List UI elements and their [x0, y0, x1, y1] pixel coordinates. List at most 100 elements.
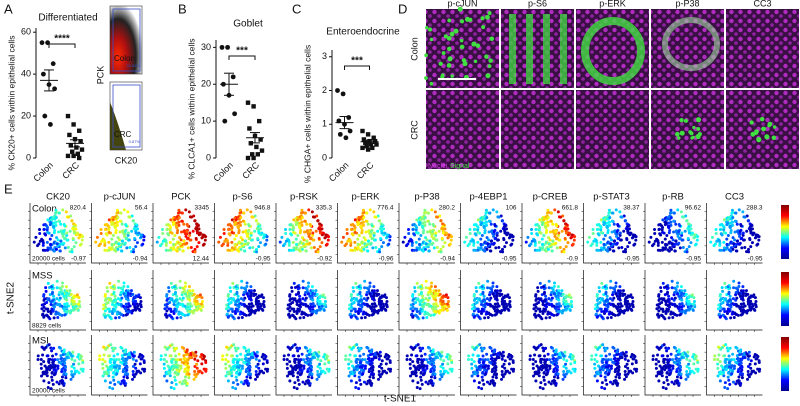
tsne-cell: [673, 291, 677, 295]
tsne-cell: [594, 312, 598, 316]
tsne-cell: [249, 310, 253, 314]
tsne-cell: [259, 304, 263, 308]
tsne-cell: [727, 287, 731, 291]
tsne-cell: [71, 302, 75, 306]
tsne-cell: [557, 291, 561, 295]
tsne-cell: [39, 358, 43, 362]
tsne-cell: [52, 368, 56, 372]
tsne-cell: [159, 357, 163, 361]
tsne-cell: [547, 297, 551, 301]
tsne-cell: [741, 210, 745, 214]
tsne-cell: [725, 237, 729, 241]
tsne-header: PCK: [171, 192, 191, 203]
tsne-cell: [98, 354, 102, 358]
tsne-cell: [538, 230, 542, 234]
stain-signal: [683, 118, 688, 123]
tsne-cell: [474, 286, 478, 290]
stain-signal: [424, 76, 428, 80]
tsne-cell: [47, 343, 51, 347]
tsne-cell: [226, 227, 230, 231]
tsne-cell: [425, 316, 429, 320]
tsne-cell: [193, 250, 197, 254]
tsne-cell: [435, 215, 439, 219]
tsne-cell: [72, 227, 76, 231]
tsne-cell: [73, 359, 77, 363]
tsne-cell: [186, 224, 190, 228]
tsne-cell: [720, 223, 724, 227]
tsne-cell: [53, 364, 57, 368]
tsne-cell: [44, 286, 48, 290]
tsne-cell: [110, 237, 114, 241]
tsne-cell: [42, 347, 46, 351]
stain-signal: [756, 137, 762, 143]
tsne-cell: [236, 224, 240, 228]
tsne-cell: [544, 294, 548, 298]
tsne-cell: [239, 380, 243, 384]
tsne-cell: [377, 292, 381, 296]
stain-signal: [449, 31, 455, 37]
tsne-cell: [243, 230, 247, 234]
tsne-cell: [119, 291, 123, 295]
tsne-cell: [251, 245, 255, 249]
tsne-cell: [187, 372, 191, 376]
tsne-cell: [198, 369, 202, 373]
tsne-cell: [689, 241, 693, 245]
tsne-cell: [60, 370, 64, 374]
tsne-cell: [317, 295, 321, 299]
tsne-cell: [304, 303, 308, 307]
tsne-cell: [557, 233, 561, 237]
tsne-cell: [432, 236, 436, 240]
tsne-cell: [260, 369, 264, 373]
data-point: [77, 128, 82, 133]
tsne-cell: [123, 359, 127, 363]
tsne-cell: [292, 226, 296, 230]
tsne-cell: [254, 369, 258, 373]
tsne-cell: [488, 303, 492, 307]
tsne-cell: [45, 374, 49, 378]
tsne-cell: [308, 230, 312, 234]
tsne-cell: [544, 305, 548, 309]
tsne-cell: [364, 238, 368, 242]
tsne-cell: [224, 366, 228, 370]
data-point: [346, 115, 352, 120]
tsne-cell: [111, 303, 115, 307]
tsne-cell: [550, 291, 554, 295]
tsne-cell: [49, 303, 53, 307]
tsne-cell: [113, 224, 117, 228]
tsne-cell: [530, 239, 534, 243]
tsne-cell: [32, 240, 36, 244]
tsne-cell: [231, 359, 235, 363]
stain-signal: [750, 131, 756, 137]
tsne-cell: [437, 229, 441, 233]
y-axis-label: % CLCA1+ cells within epithelial cells: [186, 38, 196, 179]
tsne-cell: [124, 302, 128, 306]
tsne-cell: [403, 235, 407, 239]
tsne-cell: [752, 231, 756, 235]
tsne-cell: [541, 285, 545, 289]
tsne-cell: [182, 230, 186, 234]
tsne-cell: [365, 211, 369, 215]
tsne-cell: [748, 302, 752, 306]
tsne-cell: [288, 309, 292, 313]
tsne-cell: [301, 279, 305, 283]
stain-signal: [581, 17, 645, 85]
tsne-cell: [471, 239, 475, 243]
tsne-cell: [314, 229, 318, 233]
tsne-cell: [685, 247, 689, 251]
tsne-cell: [310, 365, 314, 369]
tsne-cell: [617, 236, 621, 240]
tsne-x-label: t-SNE1: [384, 394, 417, 405]
tsne-cell: [200, 296, 204, 300]
tsne-cell: [42, 298, 46, 302]
tsne-cell: [304, 296, 308, 300]
tsne-cell: [476, 246, 480, 250]
tsne-cell: [687, 227, 691, 231]
tsne-cell: [421, 249, 425, 253]
tsne-cell: [664, 221, 668, 225]
tsne-cell: [418, 221, 422, 225]
tsne-cell: [666, 299, 670, 303]
tsne-cell: [714, 227, 718, 231]
tsne-min: -0.94: [440, 256, 455, 263]
tsne-cell: [114, 303, 118, 307]
tsne-cell: [112, 378, 116, 382]
